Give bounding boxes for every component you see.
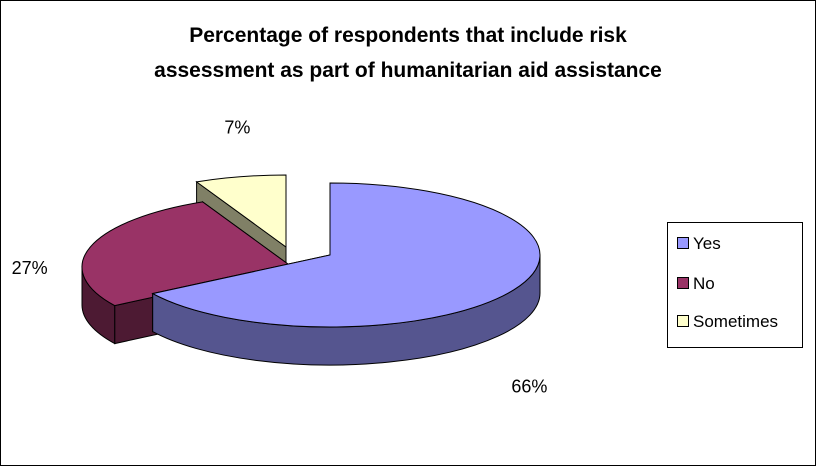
- legend-label-sometimes: Sometimes: [693, 312, 779, 331]
- slice-no: [81, 201, 294, 307]
- slice-sometimes: [195, 174, 287, 248]
- chart-title-line-2: assessment as part of humanitarian aid a…: [154, 59, 662, 82]
- legend-label-yes: Yes: [693, 234, 721, 253]
- legend-item-no: No: [677, 273, 715, 295]
- pie-slices: [81, 174, 541, 366]
- legend-swatch-yes: [677, 237, 689, 250]
- data-label-yes: 66%: [511, 377, 547, 397]
- legend-label-no: No: [693, 274, 715, 293]
- legend-item-sometimes: Sometimes: [677, 311, 778, 333]
- data-label-sometimes: 7%: [224, 118, 250, 138]
- chart-legend: Yes No Sometimes: [667, 222, 803, 348]
- legend-swatch-no: [677, 277, 689, 290]
- slice-yes: [151, 182, 541, 328]
- legend-swatch-sometimes: [677, 315, 689, 328]
- legend-item-yes: Yes: [677, 233, 721, 255]
- data-label-no: 27%: [12, 258, 48, 278]
- chart-title-line-1: Percentage of respondents that include r…: [189, 24, 627, 47]
